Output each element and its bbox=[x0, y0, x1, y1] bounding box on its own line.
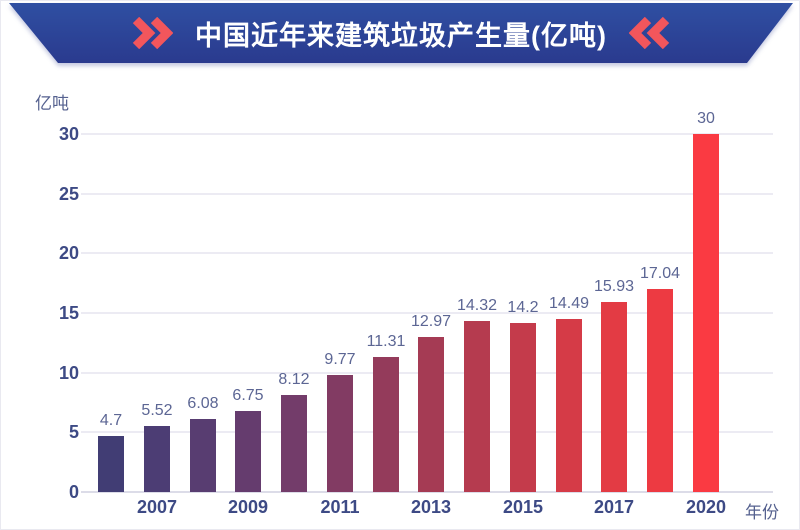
bar bbox=[144, 426, 170, 492]
bar bbox=[464, 321, 490, 492]
bar-value-label: 14.32 bbox=[456, 297, 498, 314]
bar-value-label: 11.31 bbox=[366, 333, 406, 350]
bar bbox=[647, 289, 673, 492]
bar-value-label: 15.93 bbox=[593, 278, 635, 295]
bar bbox=[281, 395, 307, 492]
bar-value-label: 9.77 bbox=[324, 351, 356, 368]
x-axis-baseline bbox=[81, 491, 773, 493]
x-axis-tick-label: 2017 bbox=[593, 497, 635, 517]
x-axis-tick-label: 2015 bbox=[502, 497, 544, 517]
bar-value-label: 5.52 bbox=[141, 402, 173, 419]
bar-value-label: 6.08 bbox=[187, 395, 219, 412]
bar bbox=[510, 323, 536, 492]
y-axis-tick-label: 0 bbox=[68, 482, 79, 502]
bar-value-label: 14.49 bbox=[548, 295, 590, 312]
y-axis-tick-label: 10 bbox=[58, 363, 79, 383]
y-axis-tick-label: 5 bbox=[68, 422, 79, 442]
x-axis-tick-label: 2009 bbox=[227, 497, 269, 517]
gridline bbox=[81, 252, 773, 254]
y-axis-tick-label: 20 bbox=[58, 243, 79, 263]
x-axis-tick-label: 2011 bbox=[320, 497, 360, 517]
title-banner: 中国近年来建筑垃圾产生量(亿吨) bbox=[1, 3, 799, 63]
bar bbox=[190, 419, 216, 492]
bar-value-label: 12.97 bbox=[410, 313, 452, 330]
gridline bbox=[81, 133, 773, 135]
bar-value-label: 4.7 bbox=[99, 412, 123, 429]
bar bbox=[98, 436, 124, 492]
bar-value-label: 14.2 bbox=[507, 299, 539, 316]
bar bbox=[556, 319, 582, 492]
bar bbox=[601, 302, 627, 492]
gridline bbox=[81, 312, 773, 314]
double-chevron-right-icon bbox=[132, 17, 173, 49]
title-banner-shape: 中国近年来建筑垃圾产生量(亿吨) bbox=[9, 3, 793, 63]
y-axis-tick-label: 25 bbox=[58, 184, 79, 204]
x-axis-tick-label: 2007 bbox=[136, 497, 178, 517]
bar bbox=[235, 411, 261, 492]
y-axis-tick-label: 30 bbox=[58, 124, 79, 144]
x-axis-tick-label: 2013 bbox=[410, 497, 452, 517]
bar-value-label: 8.12 bbox=[278, 371, 310, 388]
bar bbox=[693, 134, 719, 492]
bar bbox=[327, 375, 353, 492]
bar-value-label: 6.75 bbox=[232, 387, 264, 404]
bar bbox=[373, 357, 399, 492]
x-axis-tick-label: 2020 bbox=[685, 497, 727, 517]
bar bbox=[418, 337, 444, 492]
y-axis-unit-label: 亿吨 bbox=[35, 94, 69, 113]
double-chevron-left-icon bbox=[628, 17, 670, 49]
y-axis-tick-label: 15 bbox=[58, 303, 79, 323]
x-axis-unit-label: 年份 bbox=[745, 503, 779, 522]
chart-title: 中国近年来建筑垃圾产生量(亿吨) bbox=[195, 20, 607, 51]
bar-value-label: 30 bbox=[697, 110, 715, 127]
bar-value-label: 17.04 bbox=[639, 265, 681, 282]
gridline bbox=[81, 193, 773, 195]
